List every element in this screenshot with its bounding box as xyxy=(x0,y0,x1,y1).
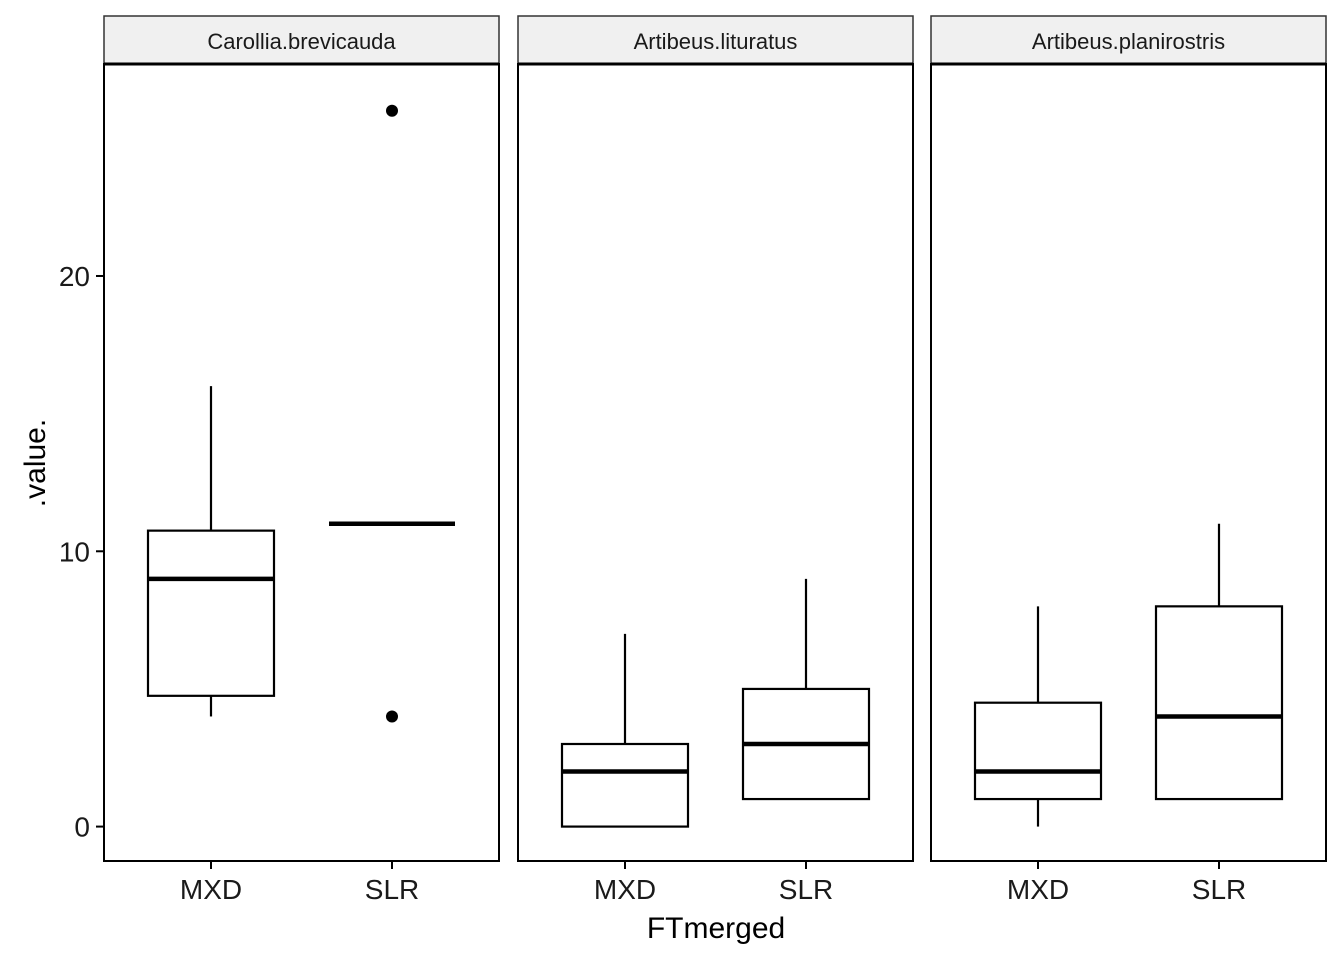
box-body xyxy=(973,701,1103,801)
facet-strip-label: Artibeus.lituratus xyxy=(634,29,798,54)
box-mxd xyxy=(973,606,1103,827)
x-tick-label: MXD xyxy=(594,874,656,905)
y-axis: 0 10 20 xyxy=(59,261,104,843)
x-tick-label: MXD xyxy=(180,874,242,905)
y-tick-label: 10 xyxy=(59,536,90,567)
x-tick-label: SLR xyxy=(1192,874,1246,905)
y-tick-label: 20 xyxy=(59,261,90,292)
box-mxd xyxy=(146,386,276,717)
facet-artibeus-lituratus: Artibeus.lituratus MXD SLR xyxy=(517,15,914,905)
outlier-point xyxy=(386,710,398,723)
facet-strip xyxy=(103,15,500,65)
panel-border xyxy=(517,63,914,862)
box-body xyxy=(1154,605,1284,801)
x-tick-label: SLR xyxy=(779,874,833,905)
x-tick-label: MXD xyxy=(1007,874,1069,905)
box-body xyxy=(146,529,276,697)
panel-border xyxy=(930,63,1327,862)
box-body xyxy=(560,742,690,828)
facet-strip-label: Artibeus.planirostris xyxy=(1032,29,1225,54)
outlier-point xyxy=(386,104,398,117)
facet-artibeus-planirostris: Artibeus.planirostris MXD SLR xyxy=(930,15,1327,905)
box-slr xyxy=(741,578,871,801)
x-axis-title: FTmerged xyxy=(647,912,785,945)
x-tick-label: SLR xyxy=(365,874,419,905)
y-tick-label: 0 xyxy=(74,812,90,843)
facet-strip xyxy=(517,15,914,65)
box-slr xyxy=(1154,523,1284,801)
y-axis-title: .value. xyxy=(19,419,52,507)
box-mxd xyxy=(560,633,690,828)
facet-strip xyxy=(930,15,1327,65)
panel-border xyxy=(103,63,500,862)
box-slr xyxy=(329,104,455,723)
facet-strip-label: Carollia.brevicauda xyxy=(207,29,396,54)
facet-carollia-brevicauda: Carollia.brevicauda MXD SLR xyxy=(103,15,500,905)
